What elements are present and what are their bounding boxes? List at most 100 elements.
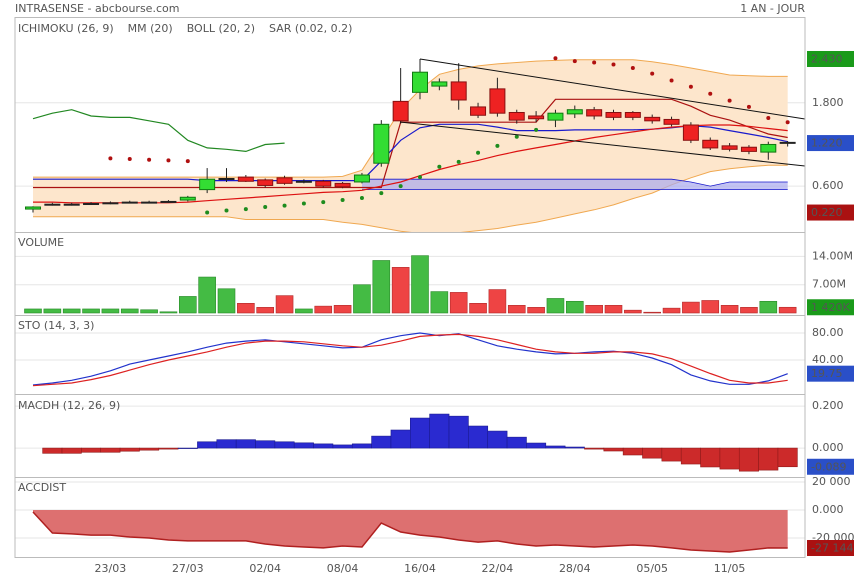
volume-bar — [333, 305, 352, 314]
sar-dot — [321, 200, 326, 205]
candle-body — [528, 115, 545, 120]
value-box — [807, 204, 854, 221]
volume-bar — [449, 292, 468, 314]
candle-body — [102, 202, 119, 205]
sar-dot — [379, 191, 384, 196]
macd-bar — [429, 413, 450, 449]
macd-bar — [680, 447, 701, 465]
panel-title: ACCDIST — [18, 481, 66, 494]
macd-bar — [371, 435, 392, 449]
candle-body — [160, 200, 177, 203]
value-box-label: 2.430 — [811, 52, 843, 65]
volume-bar — [275, 295, 294, 314]
macd-bar — [177, 447, 198, 449]
y-tick-label: 40.00 — [812, 353, 844, 366]
macd-bar — [235, 439, 256, 449]
y-tick-label: 20 000 — [812, 475, 851, 488]
price-panel — [15, 56, 805, 232]
sar-dot — [108, 156, 113, 161]
volume-bar — [391, 267, 410, 314]
volume-bar — [546, 298, 565, 314]
macd-bar — [661, 447, 682, 462]
macd-bar — [255, 440, 276, 449]
y-tick-label: 0.000 — [812, 503, 844, 516]
macd-bar — [584, 447, 605, 450]
candle-body — [779, 141, 796, 144]
macd-bar — [139, 447, 160, 451]
x-tick-label: 27/03 — [172, 562, 204, 575]
candle-body — [392, 100, 409, 122]
value-box-label: -0.089 — [811, 460, 846, 473]
macd-bar — [622, 447, 643, 456]
volume-bar — [62, 308, 81, 314]
trendlines — [399, 58, 805, 167]
candle-body — [295, 180, 312, 183]
volume-bar — [430, 291, 449, 314]
candle-body — [257, 179, 274, 186]
volume-bar — [353, 284, 371, 314]
candle-body — [44, 203, 61, 206]
sar-dot — [476, 150, 481, 155]
candle-body — [276, 177, 293, 184]
sar-dot — [766, 116, 771, 121]
volume-bar — [82, 308, 100, 314]
macd-bar — [603, 447, 624, 452]
sar-dot — [282, 203, 287, 208]
sar-dot — [708, 91, 713, 96]
sar-dot — [437, 164, 442, 169]
macd-bar — [313, 443, 334, 449]
sar-dot — [572, 59, 577, 64]
legend-entry: ICHIMOKU (26, 9) — [18, 22, 114, 35]
candle-body — [760, 143, 777, 153]
candle-body — [373, 123, 390, 164]
candle-body — [586, 109, 603, 117]
sar-dot — [495, 143, 500, 148]
sar-dot — [688, 84, 693, 89]
candle-body — [237, 176, 254, 182]
sar-dot — [727, 98, 732, 103]
candle-body — [663, 118, 680, 125]
sar-dot — [224, 208, 229, 213]
volume-bar — [217, 288, 236, 314]
macd-bar — [700, 447, 721, 468]
sar-dot — [205, 210, 210, 215]
sar-dot — [456, 159, 461, 164]
candle-body — [721, 145, 738, 150]
macd-bar — [216, 439, 237, 449]
value-box — [807, 365, 854, 382]
bollinger-upper — [33, 59, 788, 178]
sar-dot — [650, 71, 655, 76]
volume-bar — [179, 296, 197, 314]
volume-bar — [295, 308, 313, 314]
macd-panel — [15, 405, 805, 472]
volume-bar — [256, 307, 275, 314]
macd-bar — [100, 447, 121, 453]
candle-body — [199, 178, 216, 191]
x-tick-label: 11/05 — [714, 562, 746, 575]
sar-dot — [263, 204, 268, 209]
ichimoku-chikou — [32, 109, 285, 153]
sar-dot — [785, 120, 790, 125]
volume-bar — [565, 300, 584, 314]
y-tick-label: 0.000 — [812, 441, 844, 454]
x-tick-label: 16/04 — [404, 562, 436, 575]
panel-title: MACDH (12, 26, 9) — [18, 399, 120, 412]
volume-bar — [585, 305, 603, 314]
macd-bar — [351, 443, 372, 449]
candle-body — [547, 112, 564, 121]
x-tick-label: 23/03 — [95, 562, 127, 575]
volume-panel — [15, 255, 805, 314]
sar-dot — [514, 134, 519, 139]
y-tick-label: 80.00 — [812, 326, 844, 339]
x-tick-label: 08/04 — [327, 562, 359, 575]
volume-bar — [237, 303, 255, 314]
x-tick-label: 22/04 — [482, 562, 514, 575]
macd-bar — [293, 442, 314, 449]
volume-bar — [372, 260, 391, 314]
header-period: 1 AN - JOUR — [740, 2, 805, 15]
macd-bar — [197, 441, 218, 449]
volume-bar — [24, 308, 42, 314]
panel-frame — [14, 477, 806, 558]
ichimoku-kijun — [33, 98, 788, 189]
